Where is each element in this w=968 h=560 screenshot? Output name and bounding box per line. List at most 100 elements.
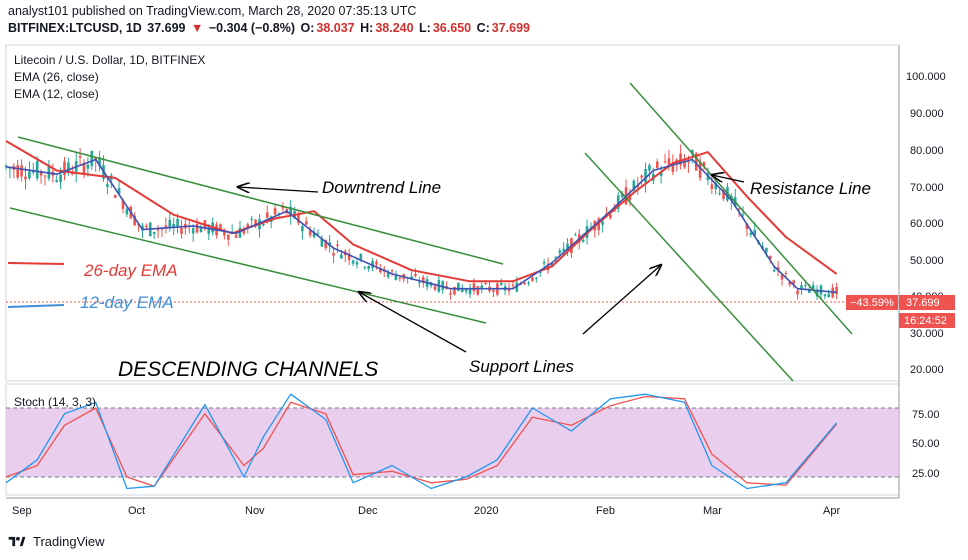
candle-body	[312, 232, 316, 237]
candle-body	[694, 153, 698, 171]
candle-body	[796, 290, 799, 295]
candle-body	[667, 158, 671, 166]
stoch-tick: 25.00	[912, 468, 940, 480]
candle-body	[180, 227, 183, 234]
support-arrow-right-icon	[582, 265, 661, 335]
candle-body	[297, 213, 300, 224]
candle-body	[784, 272, 788, 274]
candle-body	[421, 277, 425, 283]
lower-channel-line[interactable]	[9, 207, 487, 324]
price-badge	[899, 295, 955, 310]
candle-body	[780, 274, 784, 280]
candle-body	[242, 229, 246, 234]
price-badge-text: 37.699	[906, 297, 940, 309]
candle-body	[20, 165, 23, 177]
candle-body	[234, 234, 238, 238]
candle-body	[152, 232, 156, 234]
candle-body	[156, 229, 160, 231]
stoch-band	[6, 408, 899, 477]
candle-body	[246, 224, 250, 229]
candle-body	[542, 261, 546, 264]
candle-body	[687, 160, 690, 163]
time-tick: Apr	[823, 505, 840, 517]
candle-body	[745, 223, 749, 229]
candle-body	[121, 200, 125, 209]
candle-body	[640, 175, 643, 178]
candle-body	[737, 208, 741, 210]
low-label: L:	[419, 21, 431, 35]
candle-body	[223, 231, 226, 236]
candle-body	[164, 225, 168, 228]
candle-body	[363, 266, 367, 268]
publish-info: analyst101 published on TradingView.com,…	[8, 4, 417, 18]
footer[interactable]: TradingView	[6, 534, 105, 549]
candle-body	[609, 214, 612, 218]
time-tick: Nov	[245, 505, 265, 517]
candle-body	[281, 207, 285, 209]
candle-body	[772, 269, 776, 272]
candle-body	[141, 225, 144, 231]
resistance-arrow-icon	[712, 175, 745, 183]
candle-body	[535, 277, 538, 279]
trend-lines[interactable]	[9, 82, 853, 382]
candle-body	[86, 164, 90, 169]
candle-body	[262, 223, 265, 226]
candle-body	[250, 218, 253, 220]
candle-body	[113, 195, 117, 198]
candle-body	[67, 162, 70, 172]
upper-channel-line[interactable]	[17, 136, 504, 265]
candle-body	[515, 282, 519, 292]
candle-body	[484, 283, 487, 285]
price-pane[interactable]	[5, 44, 900, 382]
candle-body	[835, 286, 838, 294]
high-label: H:	[360, 21, 374, 35]
change-arrow-icon: ▼	[191, 21, 204, 35]
candle-body	[308, 230, 312, 236]
candle-body	[815, 289, 819, 297]
candle-body	[710, 184, 714, 190]
close-label: C:	[476, 21, 490, 35]
candle-body	[172, 223, 175, 228]
candle-body	[644, 169, 647, 183]
candle-body	[375, 261, 378, 265]
candle-body	[398, 277, 402, 279]
time-tick: Sep	[12, 505, 32, 517]
candle-body	[273, 208, 277, 215]
candle-body	[304, 221, 308, 225]
candle-body	[460, 287, 464, 292]
candle-body	[320, 239, 324, 247]
candle-body	[332, 253, 335, 256]
candle-body	[765, 248, 768, 253]
candle-body	[433, 286, 437, 290]
candle-body	[601, 221, 604, 225]
candle-body	[597, 218, 601, 231]
support-channel-line[interactable]	[584, 152, 794, 382]
resistance-channel-line[interactable]	[629, 82, 853, 335]
candle-body	[769, 255, 772, 260]
candle-body	[499, 282, 503, 285]
ema26-label: 26-day EMA	[83, 261, 178, 280]
stoch-tick: 50.00	[912, 438, 940, 450]
candle-body	[648, 165, 651, 171]
ema26-swatch	[7, 262, 65, 265]
candle-body	[117, 188, 121, 194]
candle-body	[718, 192, 721, 194]
candle-body	[355, 261, 359, 265]
tradingview-logo-icon	[8, 536, 26, 547]
time-tick: 2020	[474, 505, 498, 517]
candle-body	[574, 234, 577, 236]
candle-body	[819, 285, 823, 295]
close-value: 37.699	[491, 21, 531, 35]
open-value: 38.037	[316, 21, 355, 35]
price-tick: 60.000	[910, 218, 944, 230]
ema-lines	[5, 140, 838, 294]
candle-body	[457, 282, 460, 292]
legend-ema12: EMA (12, close)	[14, 87, 99, 101]
candle-body	[804, 284, 807, 286]
candle-body	[792, 280, 796, 284]
candle-body	[367, 265, 370, 269]
candle-body	[390, 270, 394, 272]
support-label: Support Lines	[469, 357, 574, 376]
candle-body	[449, 293, 452, 295]
